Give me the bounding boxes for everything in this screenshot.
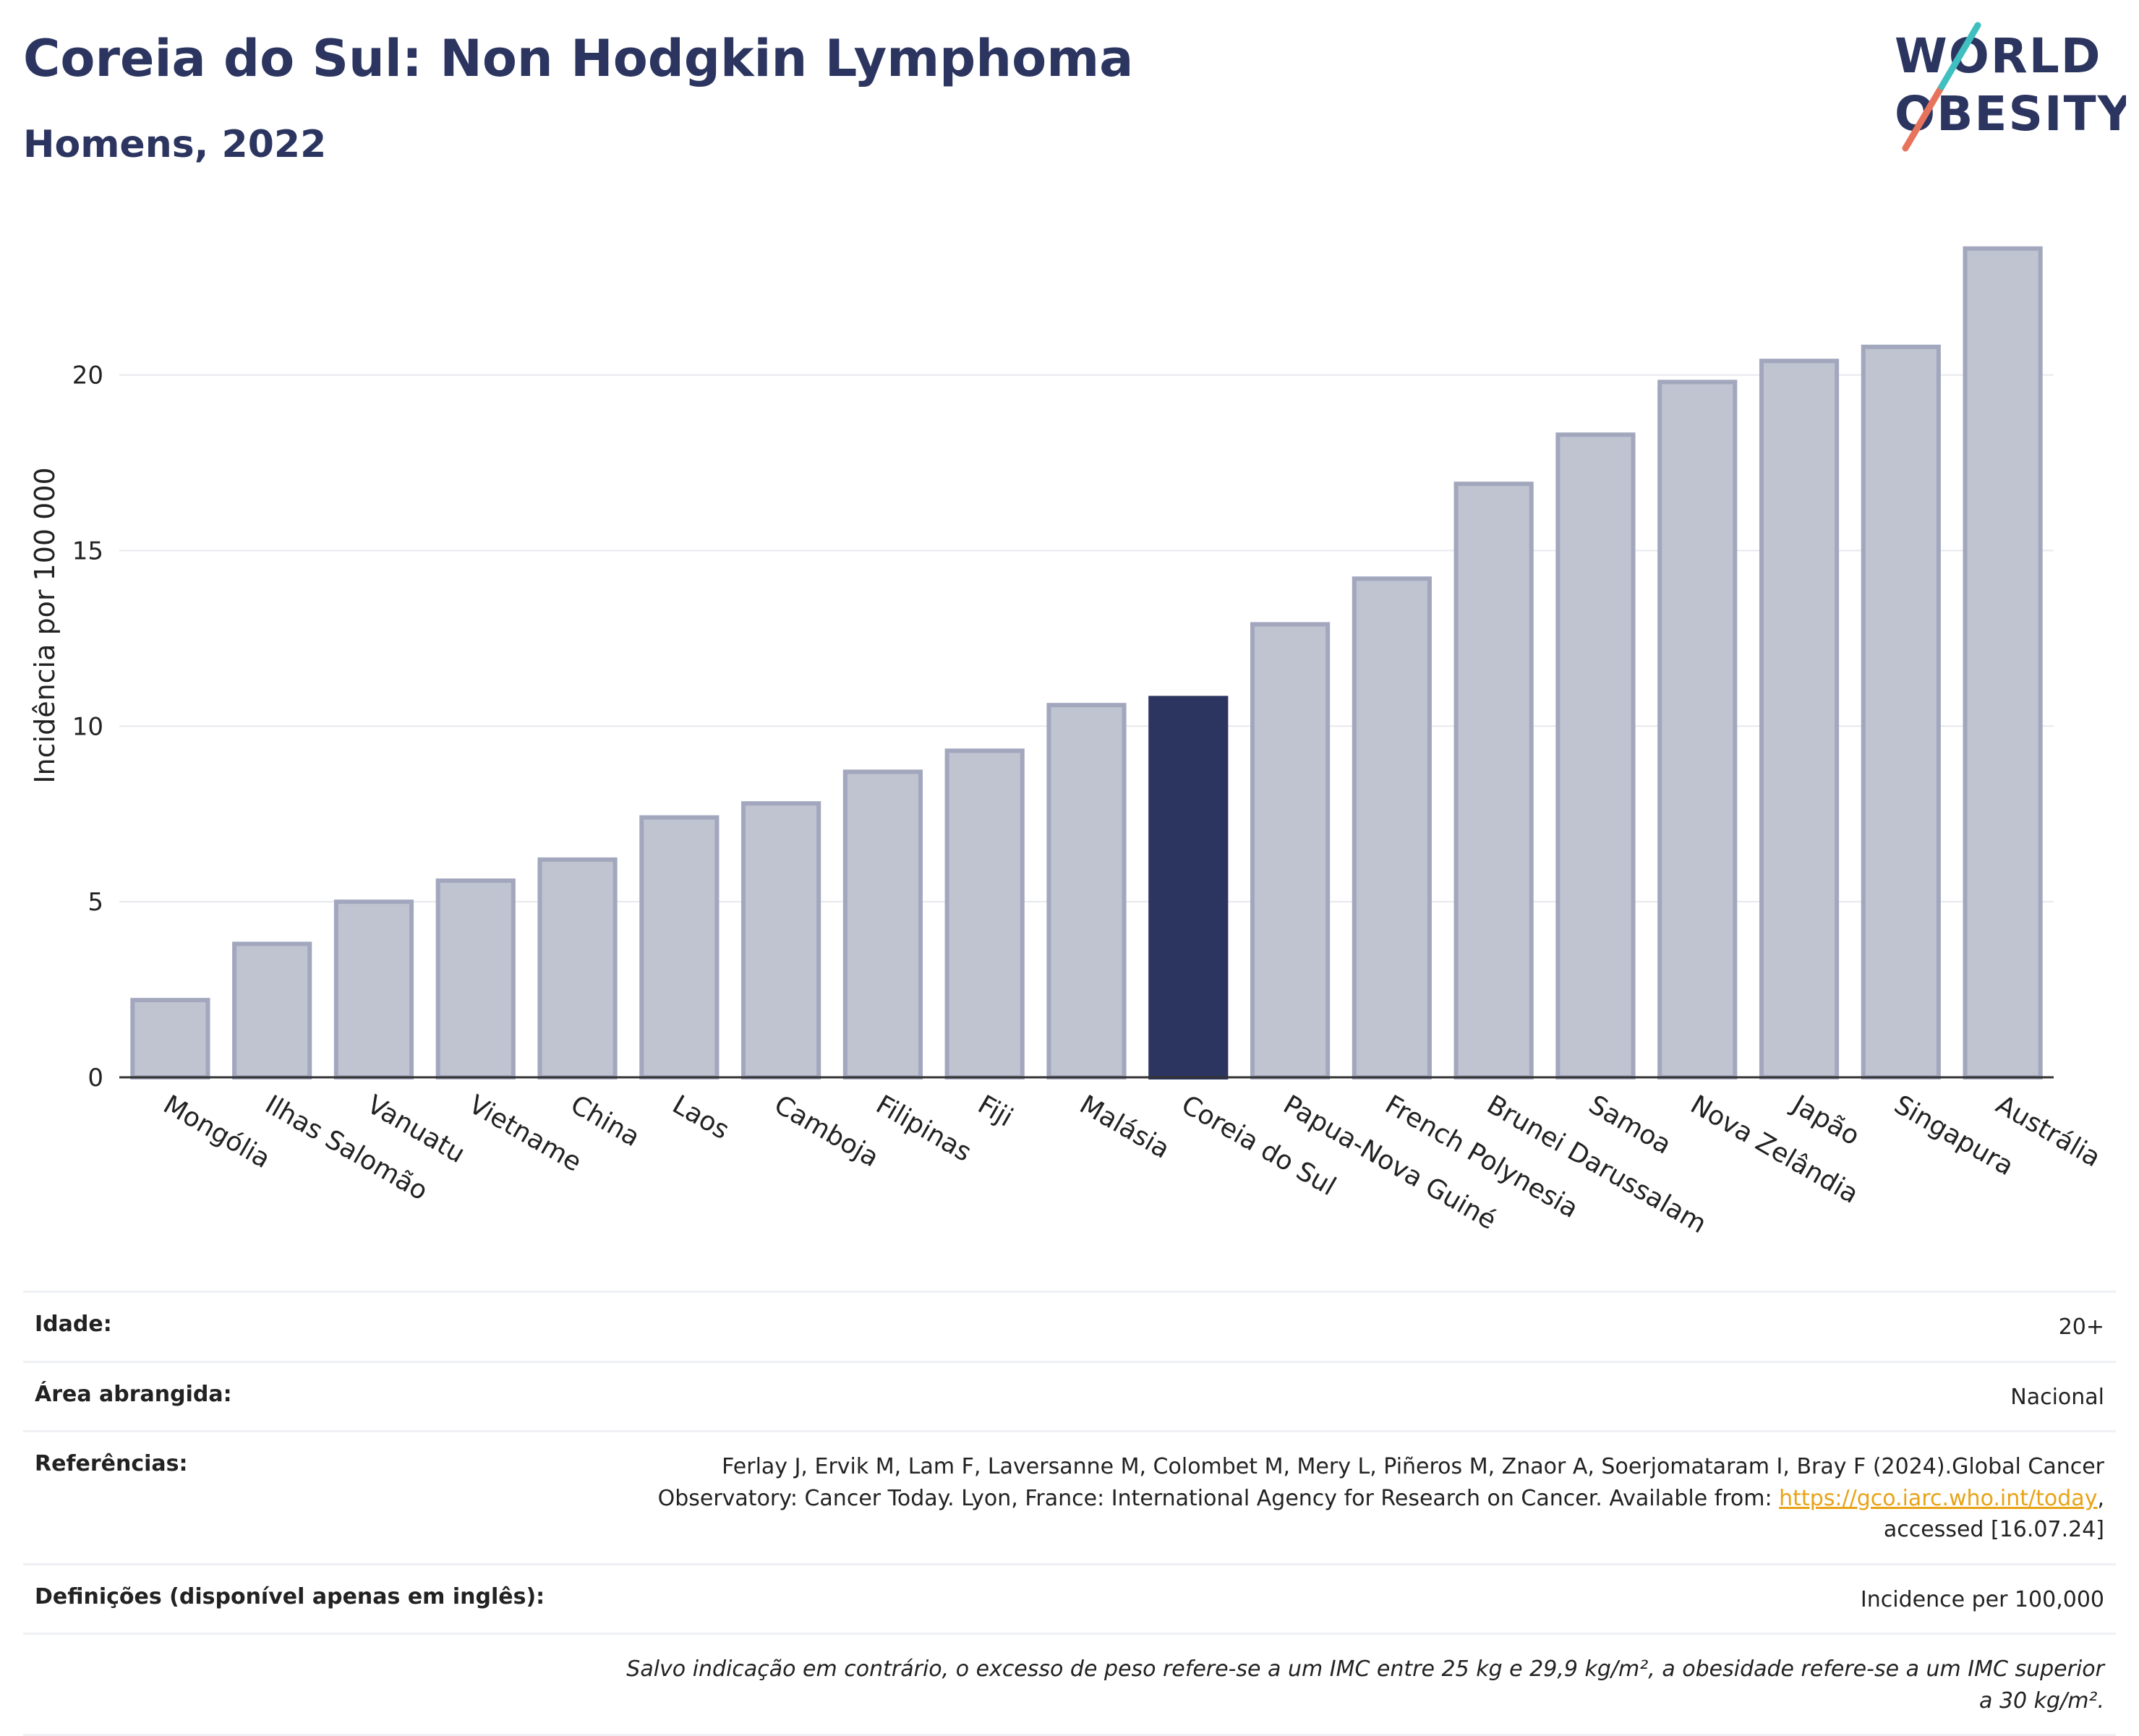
bar [1250, 622, 1331, 1079]
bar [741, 801, 821, 1080]
x-tick-label: China [565, 1090, 645, 1153]
bar [435, 878, 516, 1079]
y-tick-label: 0 [87, 1064, 103, 1093]
info-table: Idade: 20+ Área abrangida: Nacional Refe… [23, 1291, 2116, 1736]
references-link[interactable]: https://gco.iarc.who.int/today [1779, 1485, 2098, 1511]
definitions-label: Definições (disponível apenas em inglês)… [35, 1583, 545, 1609]
x-tick-label: Filipinas [871, 1090, 976, 1168]
bar [1861, 344, 1941, 1079]
area-label: Área abrangida: [35, 1381, 232, 1407]
chart-subtitle: Homens, 2022 [23, 123, 327, 166]
area-value: Nacional [2010, 1384, 2104, 1410]
bar [537, 857, 618, 1079]
info-row-note: Salvo indicação em contrário, o excesso … [23, 1633, 2116, 1736]
bar [232, 941, 312, 1080]
bmi-note: Salvo indicação em contrário, o excesso … [626, 1656, 2104, 1714]
age-value: 20+ [2058, 1314, 2104, 1340]
references-label: Referências: [35, 1451, 188, 1476]
bar-highlighted [1148, 696, 1229, 1079]
world-obesity-logo: WORLD OBESITY [1895, 22, 2126, 152]
y-tick-label: 5 [87, 888, 103, 917]
bar [639, 815, 720, 1079]
x-tick-label: Malásia [1075, 1090, 1174, 1165]
bar [1759, 359, 1840, 1079]
bar [1657, 380, 1738, 1080]
logo-line1: WORLD [1895, 28, 2102, 84]
bar [1555, 432, 1636, 1079]
y-tick-labels: 0 5 10 15 20 [72, 362, 103, 1093]
y-tick-label: 20 [72, 362, 103, 390]
x-tick-label: Fiji [973, 1090, 1017, 1133]
bar [1453, 482, 1534, 1079]
bar [333, 899, 414, 1080]
x-tick-label: Vietname [464, 1090, 586, 1178]
bars [130, 246, 2043, 1080]
references-text: Ferlay J, Ervik M, Lam F, Laversanne M, … [657, 1454, 2104, 1511]
x-tick-label: Mongólia [158, 1090, 276, 1174]
bar [1963, 246, 2043, 1080]
info-row-area: Área abrangida: Nacional [23, 1360, 2116, 1431]
definitions-value: Incidence per 100,000 [1860, 1586, 2104, 1612]
x-tick-label: Japão [1786, 1089, 1865, 1151]
x-tick-label: Nova Zelândia [1686, 1090, 1863, 1210]
bar [1046, 703, 1127, 1079]
bar [1352, 576, 1432, 1079]
age-label: Idade: [35, 1312, 112, 1337]
x-tick-label: Laos [667, 1090, 734, 1145]
chart-title: Coreia do Sul: Non Hodgkin Lymphoma [23, 29, 1134, 88]
references-value: Ferlay J, Ervik M, Lam F, Laversanne M, … [622, 1451, 2104, 1546]
references-accessed: , accessed [16.07.24] [1883, 1485, 2104, 1543]
bar [842, 769, 923, 1080]
y-axis-label: Incidência por 100 000 [29, 467, 61, 783]
info-row-references: Referências: Ferlay J, Ervik M, Lam F, L… [23, 1430, 2116, 1563]
info-row-age: Idade: 20+ [23, 1291, 2116, 1361]
y-tick-label: 10 [72, 712, 103, 741]
y-tick-label: 15 [72, 536, 103, 565]
x-tick-label: Camboja [769, 1090, 884, 1173]
bar [130, 998, 210, 1079]
info-row-definitions: Definições (disponível apenas em inglês)… [23, 1562, 2116, 1633]
bar [944, 748, 1025, 1079]
